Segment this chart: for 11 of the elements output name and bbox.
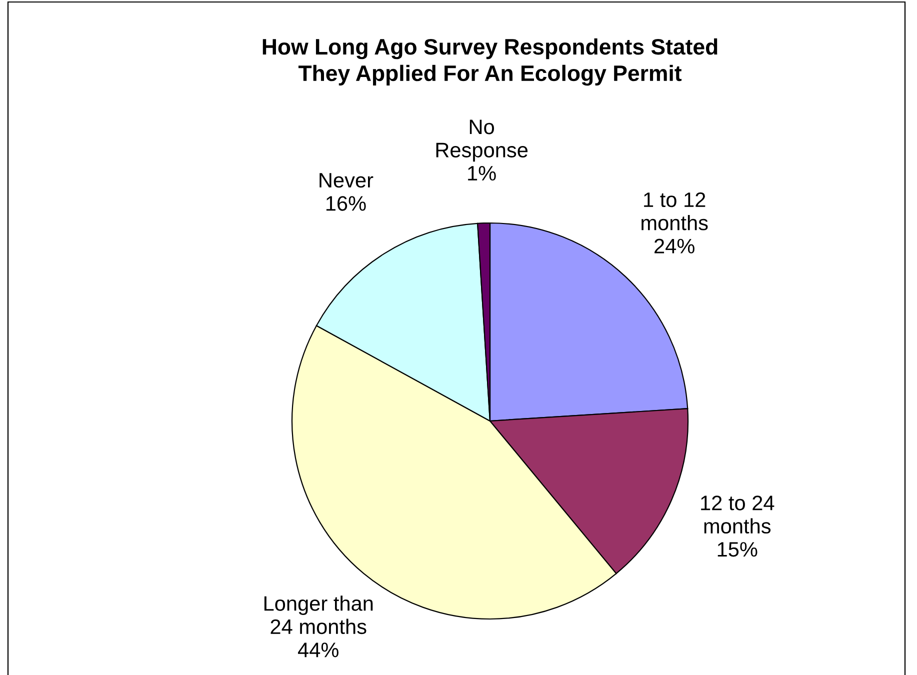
chart-title: How Long Ago Survey Respondents Stated They Applied For An Ecology Permit <box>262 38 718 86</box>
data-label: 16% <box>326 196 366 211</box>
slice-label: 1 to 12 months <box>642 192 708 230</box>
slice-label: 12 to 24 months <box>701 496 774 534</box>
data-label: 44% <box>298 642 338 658</box>
data-label: 1% <box>468 166 496 181</box>
data-label: 24% <box>654 238 694 254</box>
data-label: 15% <box>718 542 758 557</box>
slice-label: Never <box>320 173 374 188</box>
slice-label: No Response <box>436 120 528 162</box>
slice-label: Longer than 24 months <box>264 596 373 634</box>
